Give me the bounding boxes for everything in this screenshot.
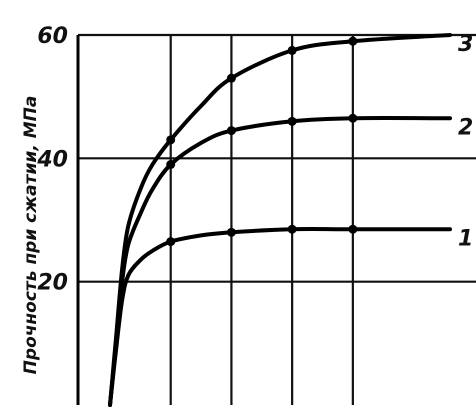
- series-line-1: [108, 227, 452, 407]
- y-axis-label: Прочность при сжатии, МПа: [21, 96, 41, 375]
- series-marker-1: [166, 237, 176, 247]
- y-tick-label: 20: [37, 271, 68, 296]
- series-label-1: 1: [458, 226, 473, 251]
- series-marker-1: [226, 227, 236, 237]
- grid-layer: [78, 33, 476, 405]
- series-marker-2: [287, 116, 297, 126]
- series-marker-2: [348, 113, 358, 123]
- series-label-2: 2: [458, 115, 473, 140]
- y-tick-label: 60: [37, 24, 68, 49]
- series-marker-1: [348, 224, 358, 234]
- series-marker-3: [166, 135, 176, 145]
- series-label-3: 3: [458, 32, 473, 57]
- series-layer: [108, 33, 452, 407]
- series-marker-3: [348, 36, 358, 46]
- series-marker-3: [287, 45, 297, 55]
- series-line-2: [108, 116, 452, 407]
- series-marker-1: [287, 224, 297, 234]
- y-tick-label: 40: [36, 147, 68, 172]
- series-marker-2: [226, 126, 236, 136]
- tick-layer: 20 40 60 1 2 3: [36, 24, 473, 296]
- label-layer: Прочность при сжатии, МПа: [21, 96, 41, 375]
- series-marker-2: [166, 160, 176, 169]
- series-line-3: [108, 33, 452, 407]
- series-marker-3: [226, 73, 236, 83]
